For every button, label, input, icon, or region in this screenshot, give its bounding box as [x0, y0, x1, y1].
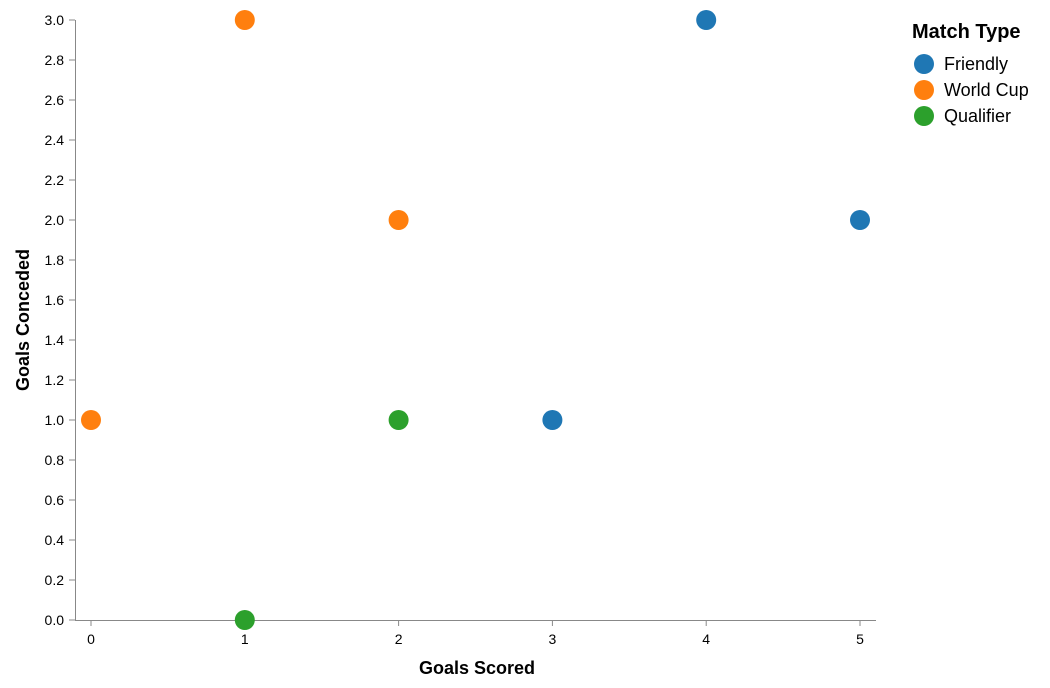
y-tick-label: 2.8 — [45, 52, 65, 68]
x-axis: 0 1 2 3 4 5 — [75, 620, 876, 647]
legend-swatch — [914, 106, 934, 126]
data-point — [696, 10, 717, 30]
y-tick-label: 0.4 — [45, 532, 65, 548]
data-point — [850, 210, 870, 230]
y-tick-label: 3.0 — [45, 12, 65, 28]
data-points — [81, 10, 870, 630]
legend: Match Type Friendly World Cup Qualifier — [912, 21, 1029, 126]
y-tick-label: 2.4 — [45, 132, 65, 148]
data-point — [234, 610, 255, 630]
x-axis-title: Goals Scored — [419, 658, 535, 678]
y-tick-label: 1.6 — [45, 292, 65, 308]
y-tick-label: 2.6 — [45, 92, 65, 108]
legend-swatch — [914, 80, 934, 100]
x-tick-label: 5 — [856, 631, 864, 647]
y-tick-label: 0.0 — [45, 612, 65, 628]
data-point — [388, 410, 409, 430]
x-tick-label: 4 — [702, 631, 710, 647]
y-tick-label: 0.6 — [45, 492, 65, 508]
x-tick-label: 0 — [87, 631, 95, 647]
y-axis: 0.0 0.2 0.4 0.6 0.8 1.0 1.2 1.4 1.6 1.8 2.0 2.2 2.4 2… — [45, 12, 76, 628]
y-tick-label: 1.0 — [45, 412, 65, 428]
y-tick-label: 0.8 — [45, 452, 65, 468]
legend-label: Qualifier — [944, 106, 1011, 126]
y-tick-label: 1.8 — [45, 252, 65, 268]
data-point — [388, 210, 409, 230]
legend-label: Friendly — [944, 54, 1008, 74]
data-point — [234, 10, 255, 30]
y-axis-title: Goals Conceded — [13, 249, 33, 391]
legend-swatch — [914, 54, 934, 74]
y-tick-label: 2.0 — [45, 212, 65, 228]
y-tick-label: 1.4 — [45, 332, 65, 348]
x-tick-label: 3 — [549, 631, 557, 647]
y-tick-label: 0.2 — [45, 572, 65, 588]
x-tick-label: 2 — [395, 631, 403, 647]
legend-title: Match Type — [912, 21, 1021, 43]
y-tick-label: 1.2 — [45, 372, 65, 388]
data-point — [542, 410, 563, 430]
legend-label: World Cup — [944, 80, 1029, 100]
x-tick-label: 1 — [241, 631, 249, 647]
y-tick-label: 2.2 — [45, 172, 65, 188]
data-point — [81, 410, 101, 430]
